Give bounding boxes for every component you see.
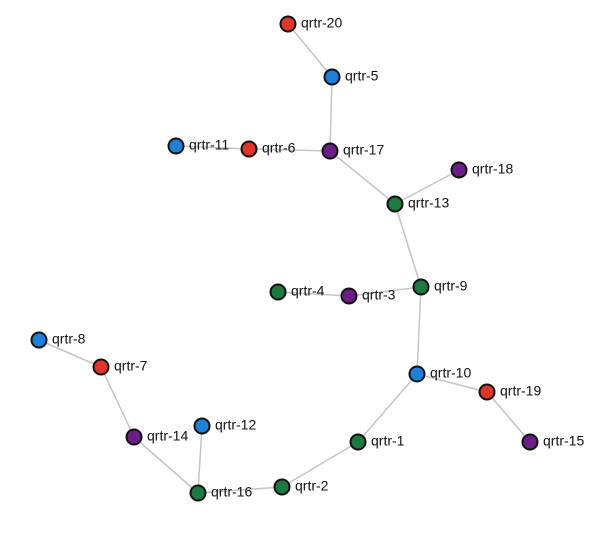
node-label: qrtr-8 xyxy=(52,331,86,347)
node xyxy=(167,137,185,155)
node xyxy=(279,15,297,33)
edge xyxy=(357,373,418,443)
edge xyxy=(197,486,283,494)
node xyxy=(386,195,404,213)
node-label: qrtr-13 xyxy=(408,195,449,211)
edge xyxy=(248,148,331,152)
edge xyxy=(329,150,396,205)
node-label: qrtr-15 xyxy=(543,433,584,449)
edge xyxy=(277,291,350,297)
node xyxy=(321,142,339,160)
node-label: qrtr-9 xyxy=(434,278,468,294)
node xyxy=(340,287,358,305)
edge xyxy=(348,286,422,297)
node xyxy=(269,283,287,301)
edge xyxy=(416,286,422,375)
node xyxy=(273,478,291,496)
edge xyxy=(175,145,250,150)
node xyxy=(240,140,258,158)
node-label: qrtr-10 xyxy=(430,365,471,381)
node xyxy=(408,365,426,383)
edges xyxy=(38,23,531,494)
node xyxy=(189,484,207,502)
node-label: qrtr-7 xyxy=(114,358,148,374)
node-label: qrtr-20 xyxy=(301,15,342,31)
node-label: qrtr-12 xyxy=(215,417,256,433)
node xyxy=(30,331,48,349)
edge xyxy=(329,76,333,152)
node-label: qrtr-4 xyxy=(291,283,325,299)
node-label: qrtr-14 xyxy=(147,428,188,444)
edge xyxy=(486,391,531,443)
edge xyxy=(287,23,333,78)
node xyxy=(193,417,211,435)
node xyxy=(323,68,341,86)
node xyxy=(478,383,496,401)
node xyxy=(521,433,539,451)
node-label: qrtr-19 xyxy=(500,383,541,399)
edge xyxy=(416,373,488,393)
node xyxy=(349,433,367,451)
node-label: qrtr-2 xyxy=(295,478,329,494)
node-label: qrtr-18 xyxy=(472,161,513,177)
node xyxy=(92,358,110,376)
edge xyxy=(394,203,422,288)
node-label: qrtr-6 xyxy=(262,140,296,156)
node-label: qrtr-11 xyxy=(189,137,229,153)
node xyxy=(125,428,143,446)
node-label: qrtr-17 xyxy=(343,142,384,158)
edge xyxy=(38,339,102,368)
node xyxy=(412,278,430,296)
nodes: qrtr-20 qrtr-5 qrtr-17 qrtr-6 qrtr-11 qrtr-18… xyxy=(30,15,584,502)
node-label: qrtr-5 xyxy=(345,68,379,84)
edge xyxy=(281,441,359,488)
node-label: qrtr-1 xyxy=(371,433,405,449)
node xyxy=(450,161,468,179)
edge xyxy=(133,436,199,494)
node-label: qrtr-3 xyxy=(362,287,396,303)
edge xyxy=(197,425,203,494)
edge xyxy=(394,169,460,205)
edge xyxy=(100,366,135,438)
node-label: qrtr-16 xyxy=(211,484,252,500)
